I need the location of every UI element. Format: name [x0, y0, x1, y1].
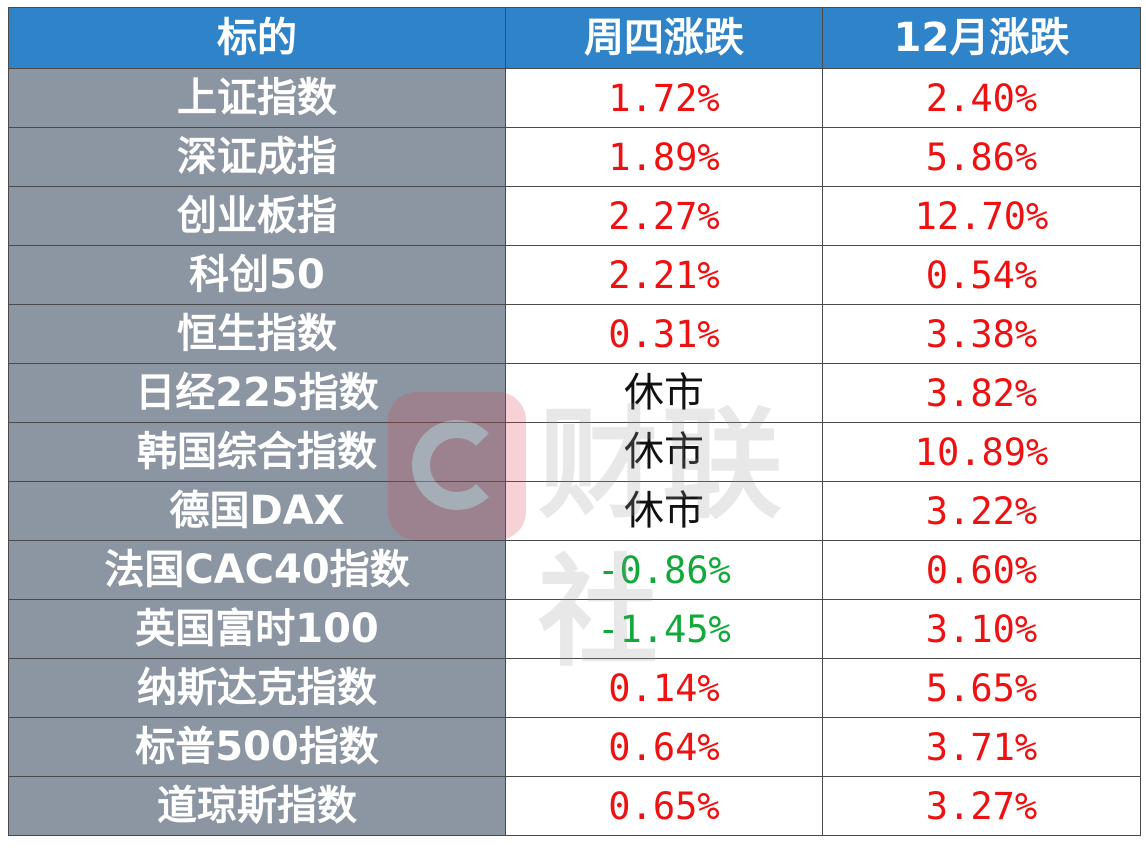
index-name-cell: 韩国综合指数: [8, 422, 506, 482]
table-row: 韩国综合指数 休市 10.89%: [8, 422, 1141, 482]
december-change-cell: 3.22%: [822, 481, 1141, 541]
index-name-cell: 德国DAX: [8, 481, 506, 541]
table-row: 恒生指数 0.31% 3.38%: [8, 304, 1141, 364]
thursday-change-cell: 0.64%: [505, 717, 823, 777]
thursday-change-cell: -1.45%: [505, 599, 823, 659]
thursday-change-cell: 2.21%: [505, 245, 823, 305]
table-row: 日经225指数 休市 3.82%: [8, 363, 1141, 423]
thursday-change-cell: 0.65%: [505, 776, 823, 836]
table-row: 上证指数 1.72% 2.40%: [8, 68, 1141, 128]
index-name-cell: 标普500指数: [8, 717, 506, 777]
thursday-change-cell: 休市: [505, 422, 823, 482]
index-name-cell: 深证成指: [8, 127, 506, 187]
index-name-cell: 道琼斯指数: [8, 776, 506, 836]
index-name-cell: 恒生指数: [8, 304, 506, 364]
december-change-cell: 3.10%: [822, 599, 1141, 659]
december-change-cell: 3.38%: [822, 304, 1141, 364]
december-change-cell: 3.71%: [822, 717, 1141, 777]
table-row: 法国CAC40指数 -0.86% 0.60%: [8, 540, 1141, 600]
table-row: 德国DAX 休市 3.22%: [8, 481, 1141, 541]
thursday-change-cell: 休市: [505, 363, 823, 423]
december-change-cell: 5.86%: [822, 127, 1141, 187]
index-name-cell: 法国CAC40指数: [8, 540, 506, 600]
thursday-change-cell: 休市: [505, 481, 823, 541]
table-row: 科创50 2.21% 0.54%: [8, 245, 1141, 305]
thursday-change-cell: 0.14%: [505, 658, 823, 718]
table-row: 创业板指 2.27% 12.70%: [8, 186, 1141, 246]
thursday-change-cell: -0.86%: [505, 540, 823, 600]
index-name-cell: 创业板指: [8, 186, 506, 246]
market-index-table: 标的 周四涨跌 12月涨跌 上证指数 1.72% 2.40% 深证成指 1.89% 5.8…: [8, 7, 1141, 836]
header-instrument: 标的: [8, 7, 506, 69]
thursday-change-cell: 2.27%: [505, 186, 823, 246]
table-row: 标普500指数 0.64% 3.71%: [8, 717, 1141, 777]
december-change-cell: 12.70%: [822, 186, 1141, 246]
header-thursday-change: 周四涨跌: [505, 7, 823, 69]
table-row: 深证成指 1.89% 5.86%: [8, 127, 1141, 187]
header-december-change: 12月涨跌: [822, 7, 1141, 69]
index-name-cell: 日经225指数: [8, 363, 506, 423]
index-name-cell: 纳斯达克指数: [8, 658, 506, 718]
table-row: 纳斯达克指数 0.14% 5.65%: [8, 658, 1141, 718]
december-change-cell: 2.40%: [822, 68, 1141, 128]
index-name-cell: 英国富时100: [8, 599, 506, 659]
thursday-change-cell: 1.72%: [505, 68, 823, 128]
index-name-cell: 科创50: [8, 245, 506, 305]
december-change-cell: 3.82%: [822, 363, 1141, 423]
thursday-change-cell: 1.89%: [505, 127, 823, 187]
december-change-cell: 3.27%: [822, 776, 1141, 836]
december-change-cell: 0.54%: [822, 245, 1141, 305]
index-name-cell: 上证指数: [8, 68, 506, 128]
table-row: 道琼斯指数 0.65% 3.27%: [8, 776, 1141, 836]
december-change-cell: 10.89%: [822, 422, 1141, 482]
thursday-change-cell: 0.31%: [505, 304, 823, 364]
december-change-cell: 5.65%: [822, 658, 1141, 718]
december-change-cell: 0.60%: [822, 540, 1141, 600]
table-row: 英国富时100 -1.45% 3.10%: [8, 599, 1141, 659]
table-header-row: 标的 周四涨跌 12月涨跌: [8, 7, 1141, 69]
